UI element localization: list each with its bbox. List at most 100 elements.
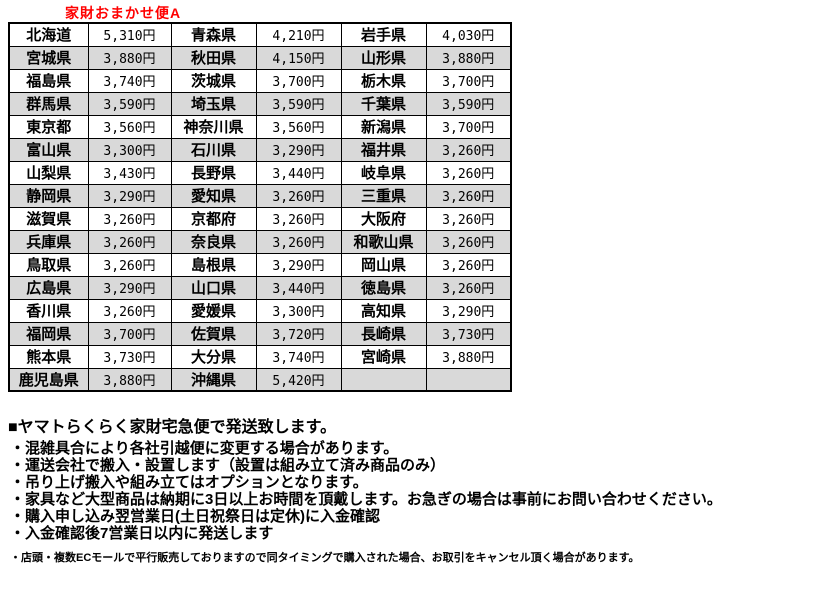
table-row: 群馬県 3,590円 埼玉県 3,590円 千葉県 3,590円 <box>8 91 512 116</box>
shipping-notes-heading: ■ヤマトらくらく家財宅急便で発送致します。 <box>8 419 337 436</box>
table-row: 兵庫県 3,260円 奈良県 3,260円 和歌山県 3,260円 <box>8 229 512 254</box>
prefecture-cell: 和歌山県 <box>340 229 427 254</box>
prefecture-cell: 青森県 <box>170 22 257 47</box>
prefecture-cell: 高知県 <box>340 298 427 323</box>
price-cell: 3,560円 <box>255 114 342 139</box>
notes-list: ・混雑具合により各社引越便に変更する場合があります。 ・運送会社で搬入・設置します… <box>10 440 722 542</box>
price-cell: 3,440円 <box>255 275 342 300</box>
price-cell: 5,420円 <box>255 367 342 392</box>
price-cell: 3,720円 <box>255 321 342 346</box>
page-title: 家財おまかせ便A <box>65 5 182 21</box>
table-row: 香川県 3,260円 愛媛県 3,300円 高知県 3,290円 <box>8 298 512 323</box>
prefecture-cell: 大阪府 <box>340 206 427 231</box>
table-row: 東京都 3,560円 神奈川県 3,560円 新潟県 3,700円 <box>8 114 512 139</box>
price-cell: 3,740円 <box>87 68 172 93</box>
price-cell: 3,430円 <box>87 160 172 185</box>
table-row: 宮城県 3,880円 秋田県 4,150円 山形県 3,880円 <box>8 45 512 70</box>
price-cell: 3,260円 <box>87 252 172 277</box>
table-row: 山梨県 3,430円 長野県 3,440円 岐阜県 3,260円 <box>8 160 512 185</box>
price-cell: 3,700円 <box>425 68 512 93</box>
prefecture-cell: 岩手県 <box>340 22 427 47</box>
prefecture-cell: 宮崎県 <box>340 344 427 369</box>
price-cell: 3,260円 <box>425 160 512 185</box>
table-row: 北海道 5,310円 青森県 4,210円 岩手県 4,030円 <box>8 22 512 47</box>
prefecture-cell: 神奈川県 <box>170 114 257 139</box>
prefecture-cell: 山形県 <box>340 45 427 70</box>
prefecture-cell: 香川県 <box>8 298 89 323</box>
prefecture-cell: 静岡県 <box>8 183 89 208</box>
price-cell: 3,730円 <box>425 321 512 346</box>
price-cell: 3,740円 <box>255 344 342 369</box>
price-cell: 3,700円 <box>255 68 342 93</box>
table-row: 福岡県 3,700円 佐賀県 3,720円 長崎県 3,730円 <box>8 321 512 346</box>
price-cell: 3,730円 <box>87 344 172 369</box>
prefecture-cell: 宮城県 <box>8 45 89 70</box>
note-item: ・入金確認後7営業日以内に発送します <box>10 525 274 542</box>
price-cell: 3,260円 <box>425 137 512 162</box>
price-cell: 3,260円 <box>425 275 512 300</box>
prefecture-cell: 京都府 <box>170 206 257 231</box>
prefecture-cell: 大分県 <box>170 344 257 369</box>
note-item: ・吊り上げ搬入や組み立てはオプションとなります。 <box>10 474 368 491</box>
prefecture-cell: 広島県 <box>8 275 89 300</box>
prefecture-cell: 東京都 <box>8 114 89 139</box>
prefecture-cell: 岐阜県 <box>340 160 427 185</box>
prefecture-cell: 熊本県 <box>8 344 89 369</box>
price-cell: 3,880円 <box>425 45 512 70</box>
table-row: 鳥取県 3,260円 島根県 3,290円 岡山県 3,260円 <box>8 252 512 277</box>
prefecture-cell: 愛媛県 <box>170 298 257 323</box>
prefecture-cell: 山梨県 <box>8 160 89 185</box>
prefecture-cell: 北海道 <box>8 22 89 47</box>
prefecture-cell: 群馬県 <box>8 91 89 116</box>
price-cell: 3,260円 <box>87 206 172 231</box>
price-cell: 3,880円 <box>87 45 172 70</box>
price-cell: 3,260円 <box>255 229 342 254</box>
prefecture-cell <box>340 367 427 392</box>
price-cell: 3,700円 <box>425 114 512 139</box>
table-row: 広島県 3,290円 山口県 3,440円 徳島県 3,260円 <box>8 275 512 300</box>
table-row: 富山県 3,300円 石川県 3,290円 福井県 3,260円 <box>8 137 512 162</box>
prefecture-cell: 新潟県 <box>340 114 427 139</box>
table-row: 熊本県 3,730円 大分県 3,740円 宮崎県 3,880円 <box>8 344 512 369</box>
price-cell: 3,300円 <box>255 298 342 323</box>
prefecture-cell: 山口県 <box>170 275 257 300</box>
cancellation-small-note: ・店頭・複数ECモールで平行販売しておりますので同タイミングで購入された場合、お… <box>10 552 640 564</box>
prefecture-cell: 徳島県 <box>340 275 427 300</box>
table-row: 鹿児島県 3,880円 沖縄県 5,420円 <box>8 367 512 392</box>
price-cell: 3,590円 <box>87 91 172 116</box>
price-cell: 3,290円 <box>255 137 342 162</box>
shipping-table-body: 北海道 5,310円 青森県 4,210円 岩手県 4,030円 宮城県 3,880円 秋田県 4… <box>8 22 512 392</box>
price-cell: 3,260円 <box>255 206 342 231</box>
price-cell: 3,260円 <box>425 183 512 208</box>
prefecture-cell: 岡山県 <box>340 252 427 277</box>
table-row: 静岡県 3,290円 愛知県 3,260円 三重県 3,260円 <box>8 183 512 208</box>
prefecture-cell: 福岡県 <box>8 321 89 346</box>
prefecture-cell: 鳥取県 <box>8 252 89 277</box>
price-cell: 3,260円 <box>87 298 172 323</box>
price-cell: 3,590円 <box>425 91 512 116</box>
price-cell: 3,300円 <box>87 137 172 162</box>
price-cell: 4,030円 <box>425 22 512 47</box>
price-cell: 3,260円 <box>425 206 512 231</box>
price-cell: 3,260円 <box>425 252 512 277</box>
prefecture-cell: 福井県 <box>340 137 427 162</box>
prefecture-cell: 長崎県 <box>340 321 427 346</box>
shipping-fee-table: 北海道 5,310円 青森県 4,210円 岩手県 4,030円 宮城県 3,880円 秋田県 4… <box>8 22 512 392</box>
prefecture-cell: 鹿児島県 <box>8 367 89 392</box>
prefecture-cell: 埼玉県 <box>170 91 257 116</box>
price-cell: 3,560円 <box>87 114 172 139</box>
prefecture-cell: 石川県 <box>170 137 257 162</box>
prefecture-cell: 佐賀県 <box>170 321 257 346</box>
price-cell: 3,260円 <box>255 183 342 208</box>
prefecture-cell: 愛知県 <box>170 183 257 208</box>
price-cell: 3,290円 <box>425 298 512 323</box>
note-item: ・混雑具合により各社引越便に変更する場合があります。 <box>10 440 399 457</box>
prefecture-cell: 兵庫県 <box>8 229 89 254</box>
price-cell: 3,880円 <box>87 367 172 392</box>
prefecture-cell: 富山県 <box>8 137 89 162</box>
prefecture-cell: 茨城県 <box>170 68 257 93</box>
price-cell: 3,290円 <box>255 252 342 277</box>
price-cell <box>425 367 512 392</box>
price-cell: 3,290円 <box>87 183 172 208</box>
price-cell: 3,700円 <box>87 321 172 346</box>
